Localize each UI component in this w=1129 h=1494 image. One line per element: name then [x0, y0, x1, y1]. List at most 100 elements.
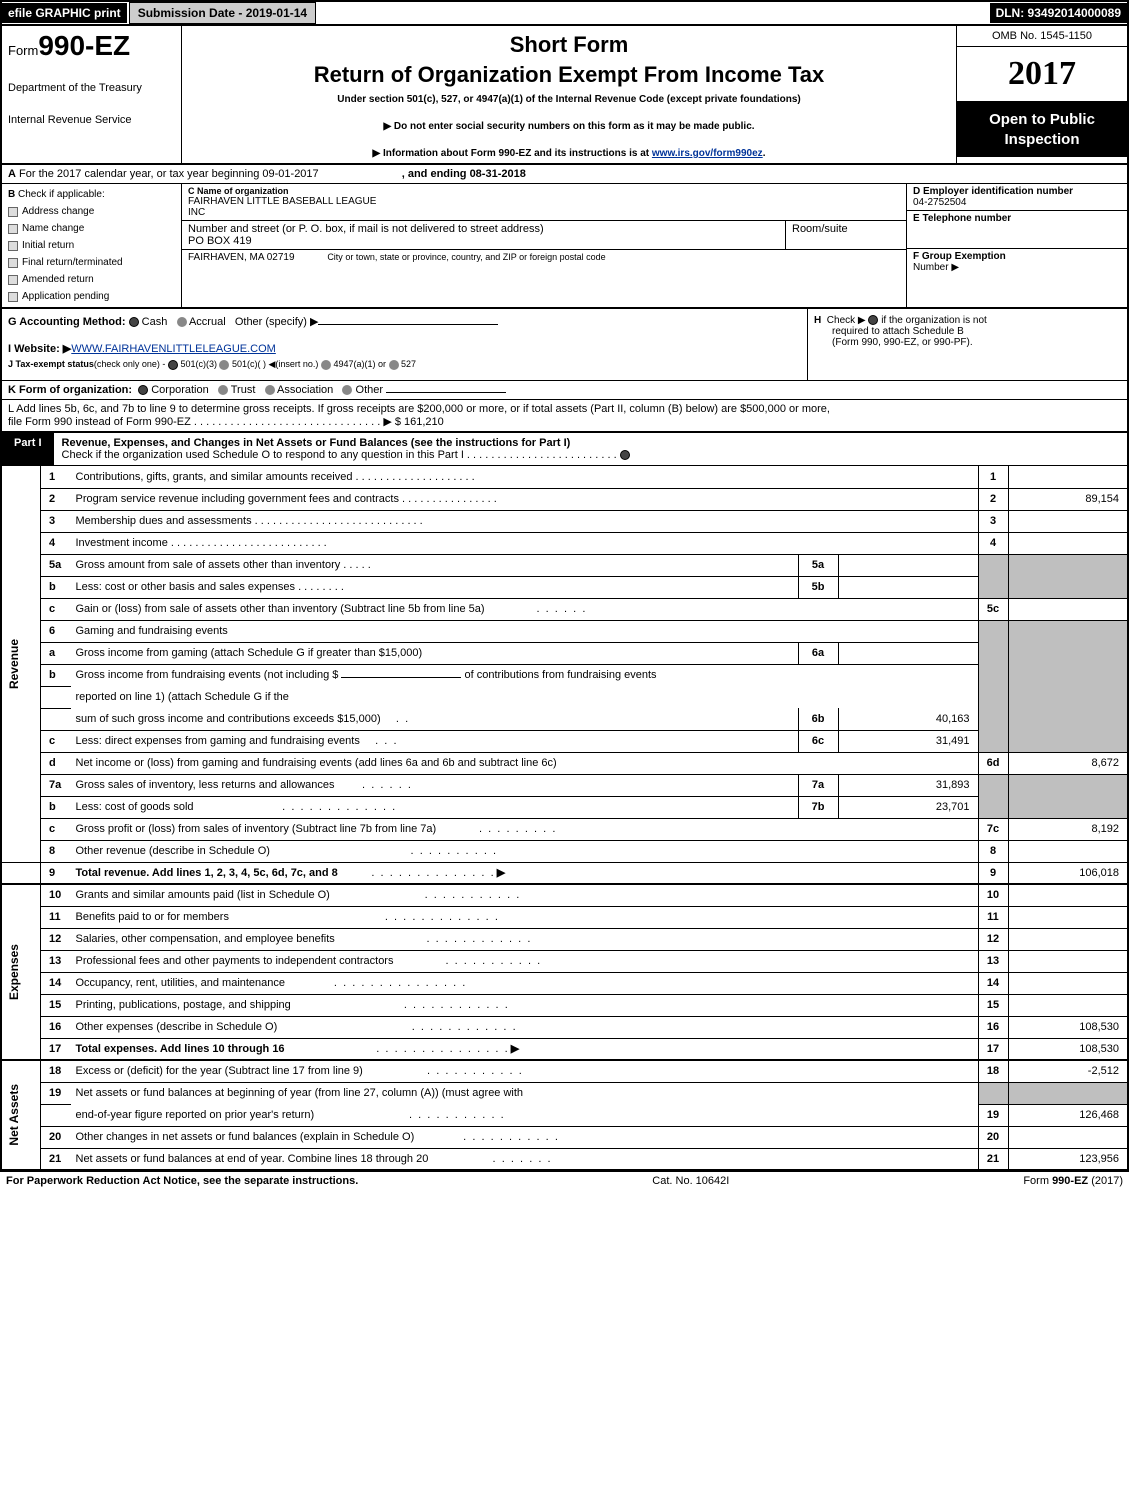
radio-4947[interactable] — [321, 360, 331, 370]
footer-right: Form 990-EZ (2017) — [1023, 1175, 1123, 1187]
l4-val — [1008, 532, 1128, 554]
omb-number: OMB No. 1545-1150 — [957, 26, 1127, 47]
submission-date: Submission Date - 2019-01-14 — [129, 2, 316, 24]
open-line2: Inspection — [961, 130, 1123, 150]
l5c-num: c — [41, 598, 71, 620]
part1-title: Revenue, Expenses, and Changes in Net As… — [54, 433, 1127, 465]
table-row: Revenue 1Contributions, gifts, grants, a… — [1, 466, 1128, 488]
part1-header: Part I Revenue, Expenses, and Changes in… — [0, 433, 1129, 466]
table-row: Expenses 10Grants and similar amounts pa… — [1, 884, 1128, 906]
radio-accrual[interactable] — [177, 317, 187, 327]
l6-num: 6 — [41, 620, 71, 642]
dept-irs: Internal Revenue Service — [8, 114, 175, 126]
k-trust: Trust — [231, 384, 256, 396]
h-text1: Check ▶ — [827, 315, 866, 326]
chk-pending[interactable] — [8, 292, 18, 302]
g-accrual: Accrual — [189, 316, 226, 328]
table-row: 6Gaming and fundraising events — [1, 620, 1128, 642]
l12-desc: Salaries, other compensation, and employ… — [76, 933, 335, 945]
form-number: Form990-EZ — [8, 30, 175, 62]
tax-year: 2017 — [957, 47, 1127, 102]
top-bar: efile GRAPHIC print Submission Date - 20… — [0, 0, 1129, 26]
radio-501c[interactable] — [219, 360, 229, 370]
table-row: sum of such gross income and contributio… — [1, 708, 1128, 730]
l5a-num: 5a — [41, 554, 71, 576]
table-row: reported on line 1) (attach Schedule G i… — [1, 686, 1128, 708]
l8-val — [1008, 840, 1128, 862]
table-row: end-of-year figure reported on prior yea… — [1, 1104, 1128, 1126]
l18-box: 18 — [978, 1060, 1008, 1082]
l13-box: 13 — [978, 950, 1008, 972]
j-label: J Tax-exempt status — [8, 359, 94, 369]
part1-label: Part I — [2, 433, 54, 465]
table-row: cLess: direct expenses from gaming and f… — [1, 730, 1128, 752]
l6d-desc: Net income or (loss) from gaming and fun… — [71, 752, 979, 774]
radio-527[interactable] — [389, 360, 399, 370]
form990ez-link[interactable]: www.irs.gov/form990ez — [652, 148, 763, 159]
l6a-iv — [838, 642, 978, 664]
l6b-d4: sum of such gross income and contributio… — [76, 713, 381, 725]
l18-desc: Excess or (deficit) for the year (Subtra… — [76, 1065, 363, 1077]
section-j: J Tax-exempt status(check only one) - 50… — [8, 359, 801, 370]
chk-final[interactable] — [8, 258, 18, 268]
footer-left: For Paperwork Reduction Act Notice, see … — [6, 1175, 358, 1187]
chk-initial[interactable] — [8, 241, 18, 251]
l19-box: 19 — [978, 1104, 1008, 1126]
radio-corp[interactable] — [138, 385, 148, 395]
l5b-desc: Less: cost or other basis and sales expe… — [71, 576, 799, 598]
l15-val — [1008, 994, 1128, 1016]
section-i: I Website: ▶WWW.FAIRHAVENLITTLELEAGUE.CO… — [8, 342, 801, 355]
b-label: Check if applicable: — [18, 189, 105, 200]
l9-box: 9 — [978, 862, 1008, 884]
l7a-desc: Gross sales of inventory, less returns a… — [76, 779, 335, 791]
g-other: Other (specify) ▶ — [235, 316, 319, 328]
l20-desc: Other changes in net assets or fund bala… — [76, 1131, 415, 1143]
l8-num: 8 — [41, 840, 71, 862]
main-title: Return of Organization Exempt From Incom… — [190, 62, 948, 88]
website-link[interactable]: WWW.FAIRHAVENLITTLELEAGUE.COM — [71, 343, 276, 355]
form-prefix: Form — [8, 43, 38, 58]
chk-schedule-o[interactable] — [620, 450, 630, 460]
l12-val — [1008, 928, 1128, 950]
city-label: City or town, state or province, country… — [327, 252, 605, 262]
radio-other[interactable] — [342, 385, 352, 395]
l-text: L Add lines 5b, 6c, and 7b to line 9 to … — [8, 403, 1121, 415]
side-expenses: Expenses — [7, 944, 21, 1000]
l7a-iv: 31,893 — [838, 774, 978, 796]
l12-num: 12 — [41, 928, 71, 950]
j-o3: 4947(a)(1) or — [333, 359, 386, 369]
radio-trust[interactable] — [218, 385, 228, 395]
chk-h[interactable] — [868, 315, 878, 325]
radio-501c3[interactable] — [168, 360, 178, 370]
chk-amended[interactable] — [8, 275, 18, 285]
l5c-val — [1008, 598, 1128, 620]
side-revenue: Revenue — [7, 639, 21, 689]
chk-address[interactable] — [8, 207, 18, 217]
l15-num: 15 — [41, 994, 71, 1016]
dln: DLN: 93492014000089 — [990, 3, 1127, 23]
l17-num: 17 — [41, 1038, 71, 1060]
l20-num: 20 — [41, 1126, 71, 1148]
table-row: bLess: cost or other basis and sales exp… — [1, 576, 1128, 598]
j-sub: (check only one) - — [94, 359, 166, 369]
radio-cash[interactable] — [129, 317, 139, 327]
table-row: 20 Other changes in net assets or fund ba… — [1, 1126, 1128, 1148]
l7c-num: c — [41, 818, 71, 840]
l-text2: file Form 990 instead of Form 990-EZ . .… — [8, 415, 1121, 428]
l6a-num: a — [41, 642, 71, 664]
chk-name[interactable] — [8, 224, 18, 234]
l19-desc: Net assets or fund balances at beginning… — [71, 1082, 979, 1104]
table-row: cGross profit or (loss) from sales of in… — [1, 818, 1128, 840]
l10-desc: Grants and similar amounts paid (list in… — [76, 889, 330, 901]
l14-box: 14 — [978, 972, 1008, 994]
note-info-pre: ▶ Information about Form 990-EZ and its … — [373, 148, 652, 159]
l6b-num: b — [41, 664, 71, 686]
l5a-desc: Gross amount from sale of assets other t… — [71, 554, 799, 576]
f-label: F Group Exemption — [913, 251, 1006, 262]
org-name-2: INC — [188, 207, 900, 218]
l5a-iv — [838, 554, 978, 576]
l6b-ib: 6b — [798, 708, 838, 730]
radio-assoc[interactable] — [265, 385, 275, 395]
l5c-desc: Gain or (loss) from sale of assets other… — [76, 603, 485, 615]
org-name-1: FAIRHAVEN LITTLE BASEBALL LEAGUE — [188, 196, 900, 207]
